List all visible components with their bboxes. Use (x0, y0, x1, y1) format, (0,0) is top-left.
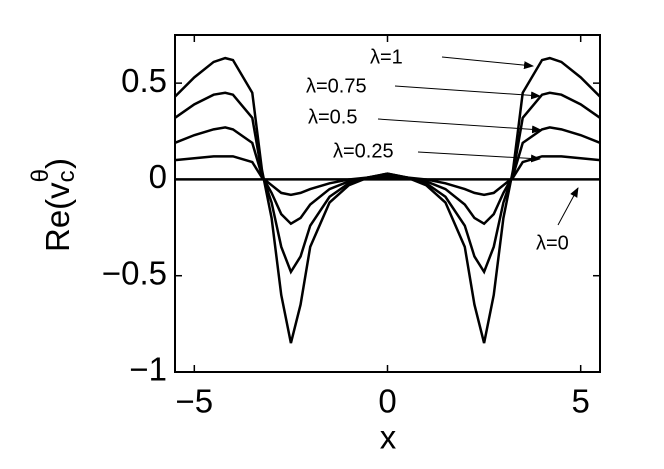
y-tick-label: 0.5 (121, 62, 167, 99)
data-line (174, 126, 601, 226)
series-label: λ=0.25 (333, 140, 394, 162)
y-label-close: ) (39, 158, 76, 169)
x-tick-label: 0 (378, 383, 396, 420)
data-line (174, 155, 601, 197)
series-label: λ=0 (536, 232, 569, 254)
annotation-arrow (394, 85, 541, 100)
y-axis-label: Re(vcθ) (27, 158, 80, 252)
y-tick-label: −1 (129, 351, 167, 388)
annotation-arrow (377, 118, 542, 134)
y-tick-label: −0.5 (102, 254, 167, 291)
annotation-arrow (417, 151, 541, 163)
y-tick-label: 0 (149, 158, 167, 195)
y-label-text: Re(v (39, 182, 76, 252)
annotation-arrow (441, 56, 534, 70)
x-axis-label: x (380, 419, 397, 456)
x-tick-label: 5 (572, 383, 590, 420)
y-label-sup: θ (27, 169, 54, 182)
annotation-arrow (557, 187, 579, 226)
y-label-sub: c (53, 170, 80, 182)
x-tick-label: −5 (176, 383, 214, 420)
series-label: λ=0.5 (308, 106, 357, 128)
data-line (174, 91, 601, 275)
series-label: λ=1 (370, 46, 403, 68)
plot-frame (174, 34, 601, 373)
series-label: λ=0.75 (306, 75, 367, 97)
